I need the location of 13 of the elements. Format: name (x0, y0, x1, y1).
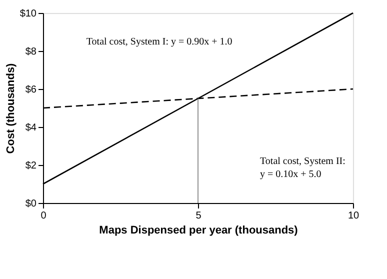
y-tick-label: $8 (25, 46, 37, 58)
x-axis-title: Maps Dispensed per year (thousands) (99, 224, 298, 236)
annotation: Total cost, System I: y = 0.90x + 1.0 (86, 36, 232, 48)
y-tick-label: $2 (25, 160, 37, 172)
annotation: Total cost, System II: y = 0.10x + 5.0 (260, 156, 346, 180)
y-tick-label: $10 (20, 8, 37, 20)
y-axis-title: Cost (thousands) (4, 62, 17, 154)
y-tick-label: $4 (25, 122, 37, 134)
x-tick-label: 10 (348, 210, 360, 222)
y-tick-label: $0 (25, 198, 37, 210)
y-tick-label: $6 (25, 84, 37, 96)
x-tick-label: 0 (40, 210, 47, 222)
x-tick-label: 5 (196, 210, 202, 222)
